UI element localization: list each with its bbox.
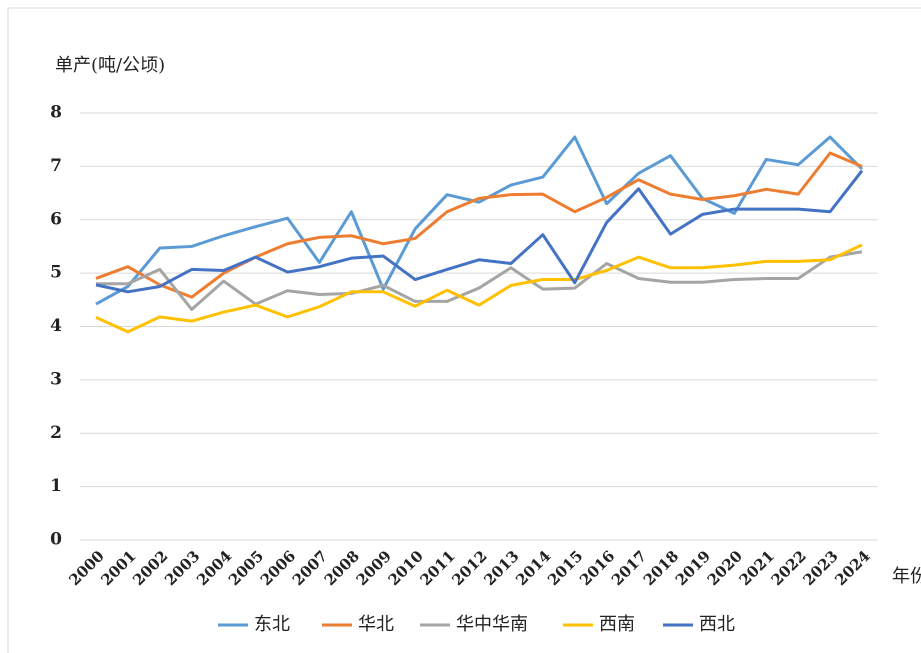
x-tick-label: 2008 (321, 547, 363, 589)
x-axis-title: 年份 (892, 566, 921, 587)
x-tick-label: 2003 (161, 547, 203, 589)
y-tick-label: 3 (50, 369, 62, 389)
x-tick-label: 2016 (576, 547, 618, 589)
x-tick-label: 2023 (799, 547, 841, 589)
x-tick-label: 2022 (768, 547, 810, 589)
x-tick-label: 2024 (831, 547, 873, 589)
y-tick-label: 7 (50, 156, 62, 176)
x-tick-label: 2018 (640, 547, 682, 589)
y-tick-label: 0 (50, 530, 62, 550)
series-line (95, 243, 863, 334)
x-tick-label: 2004 (193, 547, 235, 589)
x-tick-label: 2002 (129, 547, 171, 589)
series-line (95, 151, 863, 299)
x-tick-label: 2014 (512, 547, 554, 589)
y-tick-label: 1 (50, 476, 62, 496)
legend-label: 华北 (358, 614, 394, 635)
y-tick-label: 8 (50, 103, 62, 123)
x-tick-label: 2021 (736, 547, 778, 589)
legend-label: 西北 (699, 614, 735, 635)
x-tick-label: 2010 (385, 547, 427, 589)
chart-border (7, 7, 921, 653)
y-axis-title: 单产(吨/公顷) (55, 55, 165, 76)
series-line (95, 135, 864, 306)
x-tick-label: 2012 (448, 547, 490, 589)
y-tick-label: 4 (50, 316, 62, 336)
x-tick-label: 2007 (289, 547, 331, 589)
legend-label: 西南 (599, 614, 635, 635)
y-tick-label: 2 (50, 423, 62, 443)
legend-label: 华中华南 (456, 614, 528, 635)
legend-label: 东北 (254, 614, 290, 635)
y-tick-label: 6 (50, 209, 62, 229)
x-tick-label: 2005 (225, 547, 267, 589)
x-tick-label: 2006 (257, 547, 299, 589)
series-line (95, 169, 864, 294)
x-tick-label: 2001 (97, 547, 139, 589)
x-tick-label: 2009 (353, 547, 395, 589)
x-tick-label: 2015 (544, 547, 586, 589)
series-line (96, 250, 863, 311)
y-tick-label: 5 (50, 263, 62, 283)
x-tick-label: 2000 (65, 547, 107, 589)
x-tick-label: 2017 (608, 547, 650, 589)
x-tick-label: 2013 (480, 547, 522, 589)
x-tick-label: 2011 (416, 547, 458, 589)
x-tick-label: 2019 (672, 547, 714, 589)
x-tick-label: 2020 (704, 547, 746, 589)
